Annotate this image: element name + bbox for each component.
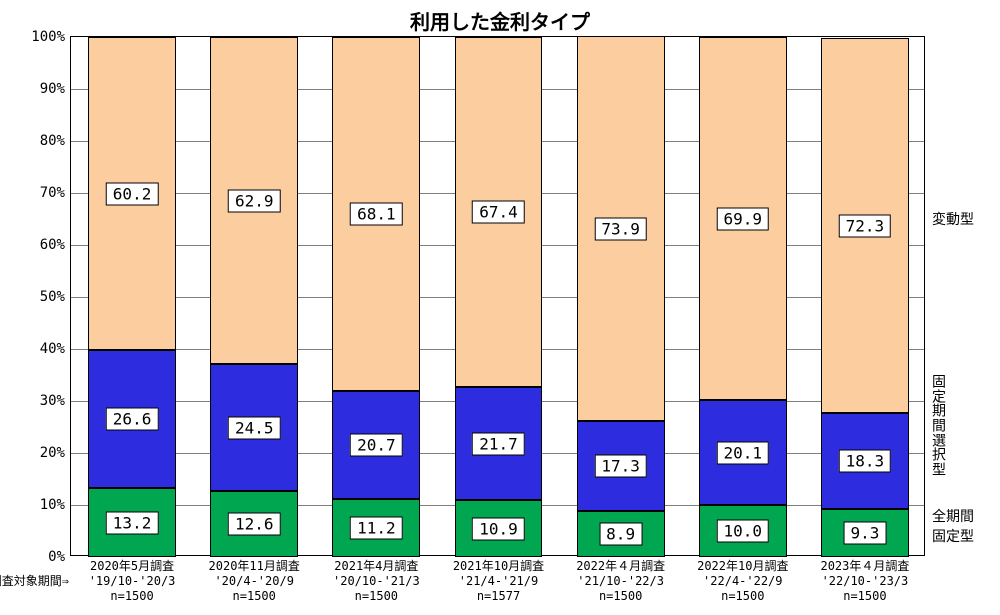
bar-value-label: 24.5 [228, 416, 281, 439]
series-label-fixed_period: 固定期間選択型 [924, 376, 946, 479]
bar-value-label: 10.9 [472, 517, 525, 540]
bar-value-label: 68.1 [350, 203, 403, 226]
y-tick-label: 10% [40, 497, 71, 513]
bar-value-label: 26.6 [106, 408, 159, 431]
x-axis-prefix: 調査対象期間⇒ [0, 555, 71, 604]
bar-group: 9.3 18.3 72.3 [821, 37, 909, 555]
bar-group: 8.9 17.3 73.9 [577, 37, 665, 555]
bar-value-label: 8.9 [599, 522, 642, 545]
x-tick-label: 2021年4月調査'20/10-'21/3n=1500 [333, 555, 420, 604]
series-label-variable: 変動型 [924, 209, 974, 229]
bar-value-label: 62.9 [228, 189, 281, 212]
y-tick-label: 100% [31, 29, 71, 45]
bar-value-label: 20.1 [717, 441, 770, 464]
x-tick-label: 2020年5月調査'19/10-'20/3n=1500 [89, 555, 176, 604]
x-tick-label: 2020年11月調査'20/4-'20/9n=1500 [209, 555, 300, 604]
bar-group: 12.6 24.5 62.9 [210, 37, 298, 555]
plot-area: 0%10%20%30%40%50%60%70%80%90%100%13.226.… [70, 36, 925, 556]
bar-value-label: 60.2 [106, 182, 159, 205]
y-tick-label: 30% [40, 393, 71, 409]
y-tick-label: 20% [40, 445, 71, 461]
y-tick-label: 90% [40, 81, 71, 97]
x-tick-label: 2021年10月調査'21/4-'21/9n=1577 [453, 555, 544, 604]
y-tick-label: 50% [40, 289, 71, 305]
bar-value-label: 69.9 [717, 207, 770, 230]
interest-rate-type-chart: 利用した金利タイプ 0%10%20%30%40%50%60%70%80%90%1… [0, 0, 1000, 615]
bar-value-label: 11.2 [350, 516, 403, 539]
y-tick-label: 70% [40, 185, 71, 201]
bar-value-label: 20.7 [350, 433, 403, 456]
bar-value-label: 21.7 [472, 432, 525, 455]
bar-value-label: 18.3 [839, 450, 892, 473]
bar-group: 10.0 20.1 69.9 [699, 37, 787, 555]
bar-value-label: 12.6 [228, 513, 281, 536]
x-tick-label: 2022年４月調査'21/10-'22/3n=1500 [576, 555, 665, 604]
bar-value-label: 9.3 [843, 521, 886, 544]
bar-group: 10.9 21.7 67.4 [455, 37, 543, 555]
bar-value-label: 10.0 [717, 520, 770, 543]
chart-title: 利用した金利タイプ [0, 6, 1000, 35]
y-tick-label: 60% [40, 237, 71, 253]
x-tick-label: 2023年４月調査'22/10-'23/3n=1500 [820, 555, 909, 604]
bar-value-label: 13.2 [106, 511, 159, 534]
y-tick-label: 80% [40, 133, 71, 149]
bar-value-label: 67.4 [472, 201, 525, 224]
bar-group: 13.2 26.6 60.2 [88, 37, 176, 555]
x-tick-label: 2022年10月調査'22/4-'22/9n=1500 [697, 555, 788, 604]
series-label-fixed_all: 全期間固定型 [924, 506, 974, 546]
bar-value-label: 73.9 [594, 217, 647, 240]
bar-value-label: 17.3 [594, 454, 647, 477]
bar-group: 11.2 20.7 68.1 [332, 37, 420, 555]
bar-value-label: 72.3 [839, 214, 892, 237]
y-tick-label: 40% [40, 341, 71, 357]
